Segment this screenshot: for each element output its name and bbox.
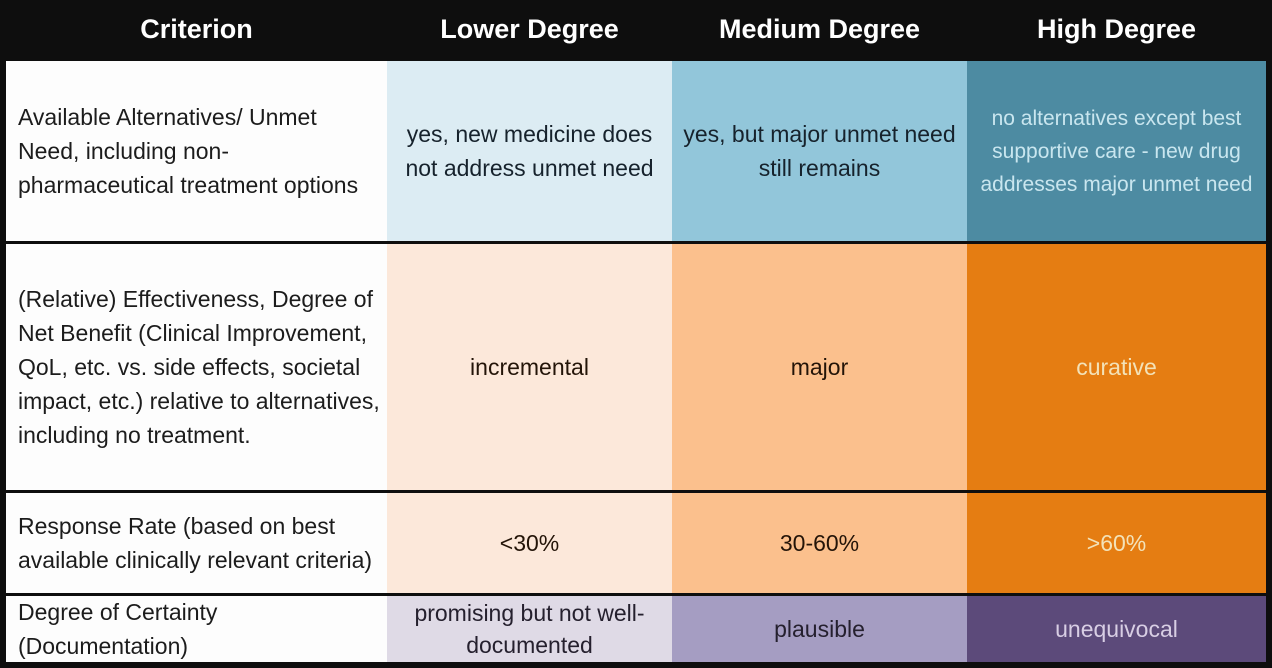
cell-effectiveness-high: curative (967, 244, 1266, 490)
cell-alternatives-high: no alternatives except best supportive c… (967, 61, 1266, 241)
cell-certainty-high: unequivocal (967, 596, 1266, 662)
criterion-available-alternatives: Available Alternatives/ Unmet Need, incl… (6, 61, 387, 241)
cell-certainty-medium: plausible (672, 596, 967, 662)
cell-alternatives-lower: yes, new medicine does not address unmet… (387, 61, 672, 241)
cell-alternatives-medium: yes, but major unmet need still remains (672, 61, 967, 241)
cell-response-rate-medium: 30-60% (672, 493, 967, 593)
header-cell-medium-degree: Medium Degree (718, 14, 921, 44)
criterion-response-rate: Response Rate (based on best available c… (6, 493, 387, 593)
header-cell-high-degree: High Degree (1036, 14, 1197, 44)
header-cell-lower-degree: Lower Degree (440, 14, 619, 44)
cell-response-rate-lower: <30% (387, 493, 672, 593)
criterion-degree-of-certainty: Degree of Certainty (Documentation) (6, 596, 387, 662)
criterion-relative-effectiveness: (Relative) Effectiveness, Degree of Net … (6, 244, 387, 490)
cell-certainty-lower: promising but not well-documented (387, 596, 672, 662)
header-cell-criterion: Criterion (140, 14, 253, 44)
cell-effectiveness-lower: incremental (387, 244, 672, 490)
cell-response-rate-high: >60% (967, 493, 1266, 593)
cell-effectiveness-medium: major (672, 244, 967, 490)
